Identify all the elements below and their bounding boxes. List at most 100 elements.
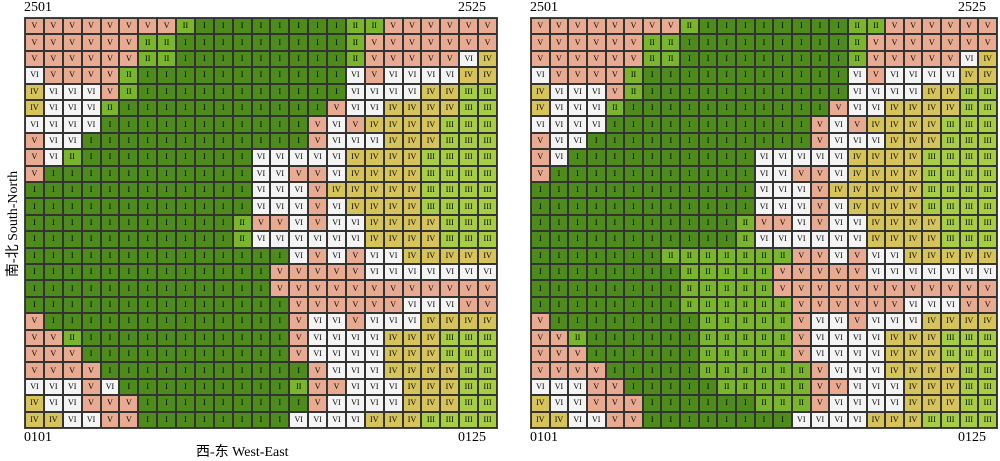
grid-cell: V [459,296,479,314]
grid-cell: I [624,231,643,248]
grid-cell: III [459,165,479,182]
grid-cell: VI [922,263,942,281]
grid-cell: V [308,263,328,281]
grid-cell: VI [308,149,328,166]
grid-cell: I [605,313,625,330]
grid-cell: I [213,34,233,51]
grid-cell: I [717,149,737,166]
grid-cell: V [885,34,904,51]
grid-cell: IV [25,395,44,412]
grid-cell: V [402,50,422,68]
grid-cell: V [25,329,44,346]
grid-cell: VI [791,214,811,232]
grid-cell: IV [459,247,479,264]
grid-cell: VI [440,263,460,281]
grid-cell: III [459,116,479,133]
grid-cell: I [232,280,252,297]
grid-cell: V [978,18,997,35]
grid-cell: II [717,345,737,363]
grid-cell: II [568,329,587,346]
grid-cell: V [421,280,441,297]
grid-cell: II [754,329,774,346]
grid-cell: I [736,165,755,182]
grid-cell: V [829,99,848,117]
grid-cell: I [100,231,120,248]
grid-cell: I [605,329,625,346]
grid-cell: I [270,247,290,264]
grid-cell: I [754,34,774,51]
grid-cell: IV [866,149,886,166]
grid-cell: VI [402,83,422,100]
grid-cell: I [194,116,214,133]
grid-cell: I [327,67,346,84]
grid-cell: VI [810,411,830,428]
grid-cell: I [810,99,830,117]
grid-cell: V [531,165,550,182]
grid-cell: I [586,149,606,166]
grid-cell: V [119,18,139,35]
grid-cell: I [661,362,681,379]
grid-cell: III [959,132,979,150]
grid-cell: II [176,18,195,35]
grid-cell: IV [531,83,550,100]
grid-cell: I [308,67,328,84]
grid-cell: III [959,411,979,428]
grid-cell: I [138,149,158,166]
grid-cell: V [605,378,625,396]
grid-cell: II [847,50,867,68]
grid-cell: VI [885,395,904,412]
grid-cell: I [680,149,699,166]
grid-cell: V [100,18,120,35]
grid-cell: I [213,329,233,346]
grid-cell: II [754,263,774,281]
grid-cell: I [289,83,309,100]
grid-cell: II [680,296,699,314]
grid-cell: I [717,198,737,215]
grid-cell: V [364,280,384,297]
grid-cell: II [754,313,774,330]
grid-cell: V [791,247,811,264]
grid-cell: V [440,280,460,297]
grid-cell: V [81,34,101,51]
grid-cell: III [459,231,479,248]
grid-cell: VI [43,378,63,396]
grid-cell: I [194,280,214,297]
grid-cell: V [308,296,328,314]
grid-cell: III [959,362,979,379]
grid-cell: I [157,198,177,215]
grid-cell: IV [421,231,441,248]
grid-cell: I [157,116,177,133]
grid-cell: I [308,34,328,51]
grid-cell: I [568,149,587,166]
grid-cell: II [773,247,792,264]
grid-cell: II [773,296,792,314]
grid-cell: V [661,18,681,35]
grid-cell: I [642,132,662,150]
grid-cell: VI [364,83,384,100]
grid-cell: III [978,198,997,215]
grid-cell: IV [903,149,923,166]
grid-cell: III [440,214,460,232]
grid-cell: I [138,411,158,428]
grid-cell: VI [829,132,848,150]
grid-cell: VI [810,345,830,363]
grid-cell: I [717,395,737,412]
grid-cell: I [624,329,643,346]
grid-cell: V [978,296,997,314]
grid-cell: VI [43,149,63,166]
grid-cell: VI [829,165,848,182]
grid-cell: I [624,263,643,281]
grid-cell: IV [866,198,886,215]
grid-cell: II [62,149,82,166]
grid-cell: I [680,345,699,363]
grid-cell: VI [345,411,365,428]
grid-cell: VI [345,329,365,346]
grid-cell: V [43,67,63,84]
grid-cell: I [642,181,662,199]
grid-cell: VI [364,378,384,396]
grid-cell: IV [345,198,365,215]
grid-cell: V [549,329,569,346]
grid-cell: II [698,247,718,264]
grid-cell: V [885,50,904,68]
grid-cell: VI [421,67,441,84]
